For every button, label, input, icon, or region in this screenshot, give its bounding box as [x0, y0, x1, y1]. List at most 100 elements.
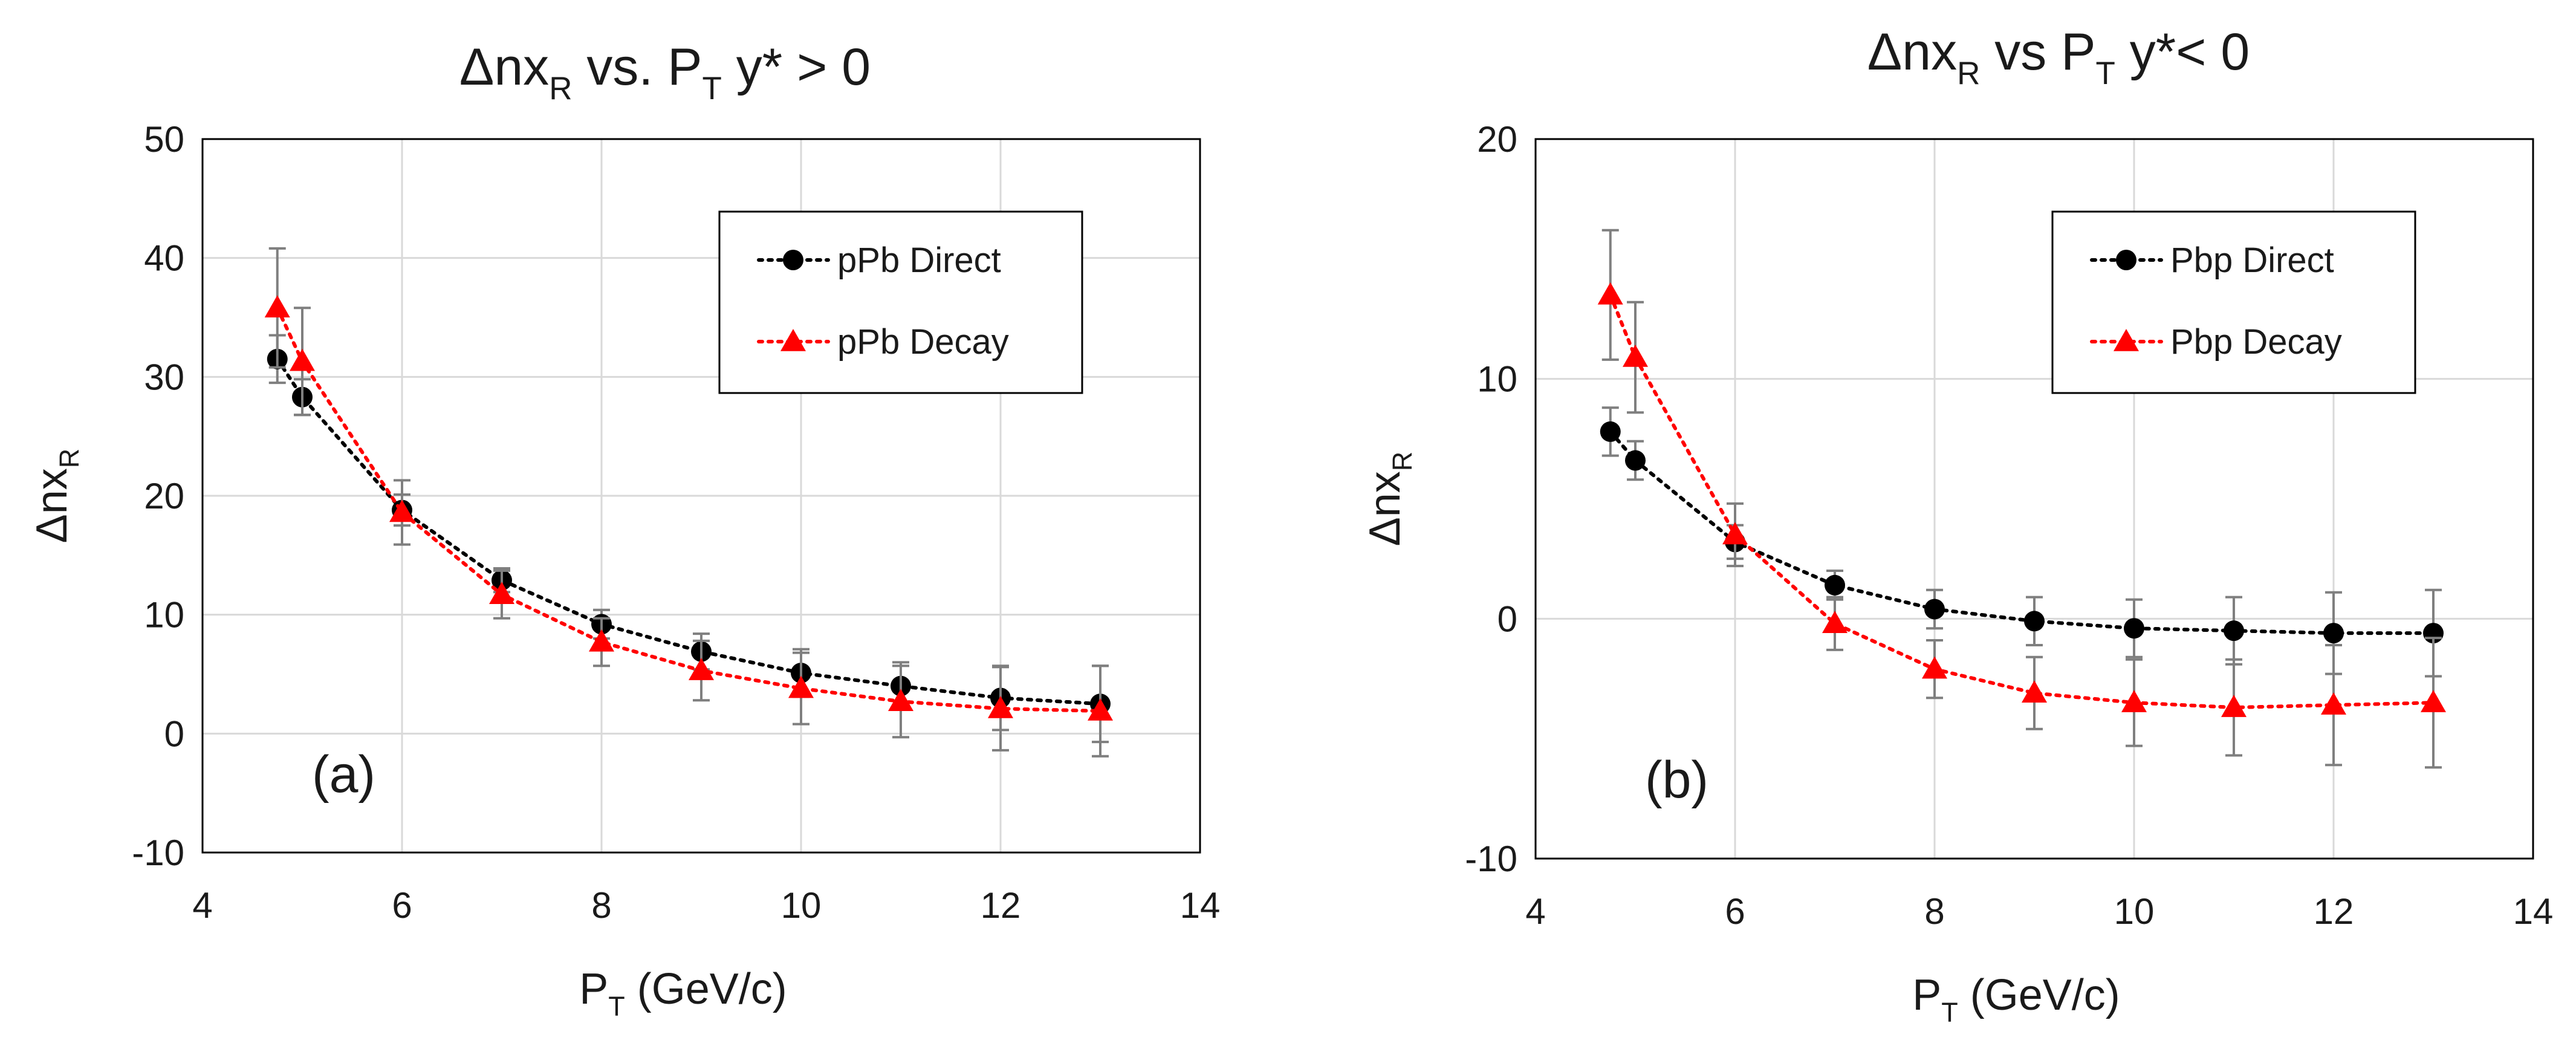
data-point — [2121, 690, 2147, 712]
x-tick-label: 6 — [1725, 891, 1745, 932]
y-tick-label: 10 — [144, 595, 184, 635]
chart-title: ΔnxR vs PT y*< 0 — [1867, 23, 2250, 91]
x-tick-label: 10 — [781, 885, 822, 926]
series-line — [1608, 293, 2435, 710]
series-line — [275, 357, 1102, 706]
legend-marker — [783, 250, 803, 270]
y-axis-label: ΔnxR — [28, 449, 85, 544]
data-point — [264, 295, 290, 318]
data-point — [290, 348, 315, 371]
x-tick-label: 12 — [2314, 891, 2354, 932]
data-point — [1088, 698, 1113, 721]
subscript: T — [1941, 997, 1958, 1028]
y-tick-label: 30 — [144, 357, 184, 397]
text-run: vs. P — [572, 38, 702, 96]
y-tick-label: 0 — [1497, 599, 1517, 639]
x-axis-label: PT (GeV/c) — [579, 965, 787, 1022]
text-run: P — [1912, 971, 1941, 1019]
data-point — [2022, 680, 2047, 703]
x-axis-label: PT (GeV/c) — [1912, 971, 2120, 1028]
subscript: T — [702, 71, 722, 106]
legend-box — [718, 210, 1083, 394]
legend-marker — [2114, 329, 2139, 351]
x-tick-label: 6 — [392, 885, 412, 926]
subscript: T — [608, 991, 625, 1022]
data-point — [988, 696, 1013, 718]
data-point — [1924, 599, 1945, 620]
x-tick-label: 14 — [1180, 885, 1221, 926]
data-point — [888, 689, 913, 711]
x-tick-label: 8 — [591, 885, 611, 926]
text-run: vs P — [1980, 23, 2095, 81]
data-point — [689, 658, 714, 680]
data-point — [389, 499, 415, 522]
y-axis-label: ΔnxR — [1361, 452, 1418, 547]
legend: pPb Direct pPb Decay — [718, 210, 1083, 394]
legend-marker — [780, 329, 806, 351]
series-line — [1608, 429, 2435, 635]
text-run: Δnx — [1361, 471, 1409, 546]
x-tick-label: 4 — [192, 885, 212, 926]
data-point — [2124, 618, 2144, 639]
y-tick-label: 50 — [144, 119, 184, 160]
panel-label: (a) — [312, 746, 375, 804]
data-point — [1922, 656, 1947, 679]
data-point — [1722, 522, 1748, 545]
text-run: y*< 0 — [2115, 23, 2250, 81]
series-ppb-decay — [264, 247, 1113, 758]
legend: Pbp Direct Pbp Decay — [2051, 210, 2416, 394]
y-tick-label: 10 — [1477, 359, 1517, 400]
series-pbp-decay — [1597, 229, 2446, 769]
text-run: P — [579, 965, 608, 1013]
legend-label: pPb Decay — [837, 322, 1009, 362]
subscript: R — [54, 449, 85, 469]
plot-frame — [1534, 138, 2534, 860]
x-tick-label: 4 — [1525, 891, 1545, 932]
legend-marker — [2116, 250, 2136, 270]
data-point — [1825, 574, 1845, 596]
data-point — [2323, 623, 2344, 644]
data-point — [589, 629, 614, 652]
y-tick-label: 20 — [144, 476, 184, 516]
data-point — [2321, 692, 2346, 715]
data-point — [1623, 344, 1648, 367]
x-tick-label: 12 — [981, 885, 1021, 926]
subscript: R — [549, 71, 572, 106]
text-run: y* > 0 — [722, 38, 871, 96]
legend-label: pPb Direct — [837, 241, 1001, 280]
subscript: T — [2096, 56, 2115, 91]
y-tick-label: 40 — [144, 238, 184, 279]
text-run: Δnx — [459, 38, 549, 96]
plot-frame — [201, 138, 1201, 854]
text-run: (GeV/c) — [1958, 971, 2120, 1019]
data-point — [2024, 611, 2045, 632]
data-point — [2221, 695, 2247, 717]
data-point — [1625, 450, 1646, 471]
x-tick-label: 10 — [2114, 891, 2155, 932]
text-run: (GeV/c) — [625, 965, 787, 1013]
y-tick-label: -10 — [1465, 839, 1517, 879]
subscript: R — [1387, 452, 1418, 472]
text-run: Δnx — [28, 468, 76, 543]
data-point — [1600, 421, 1621, 442]
chart-title: ΔnxR vs. PT y* > 0 — [459, 38, 871, 106]
legend-label: Pbp Decay — [2170, 322, 2342, 362]
x-tick-label: 8 — [1924, 891, 1944, 932]
data-point — [788, 675, 814, 698]
data-point — [2224, 620, 2244, 642]
y-tick-label: 20 — [1477, 119, 1517, 160]
data-point — [2421, 690, 2446, 712]
legend-box — [2051, 210, 2416, 394]
legend-label: Pbp Direct — [2170, 241, 2334, 280]
y-tick-label: 0 — [164, 713, 184, 754]
y-tick-label: -10 — [132, 833, 184, 873]
panel-label: (b) — [1645, 751, 1708, 809]
x-tick-label: 14 — [2513, 891, 2554, 932]
subscript: R — [1957, 56, 1980, 91]
series-pbp-direct — [1600, 406, 2444, 678]
text-run: Δnx — [1867, 23, 1957, 81]
data-point — [1597, 282, 1623, 305]
